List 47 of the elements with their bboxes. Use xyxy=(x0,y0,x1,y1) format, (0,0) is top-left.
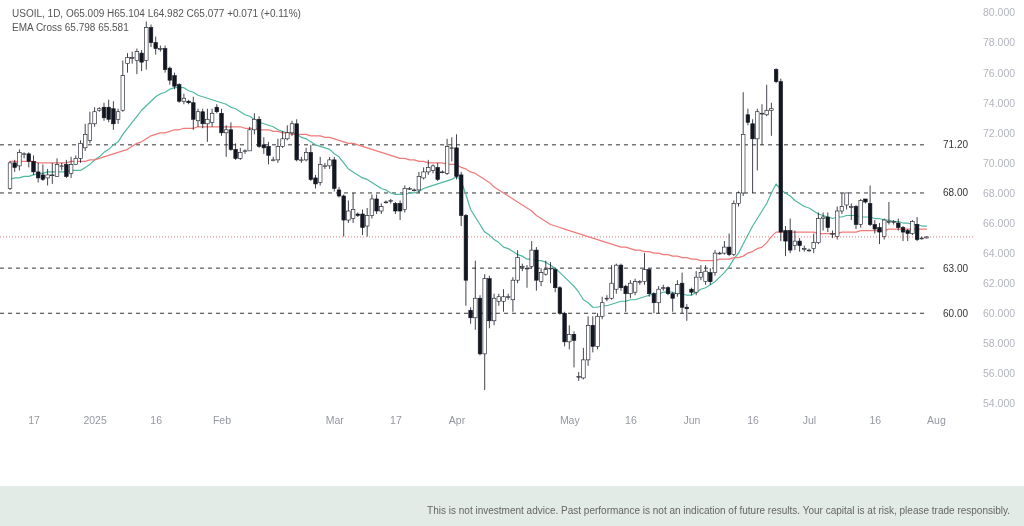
y-tick-label: 70.000 xyxy=(983,156,1016,169)
y-tick-label: 56.000 xyxy=(983,367,1016,380)
y-tick-label: 54.000 xyxy=(983,397,1016,410)
candlestick xyxy=(618,263,624,292)
x-tick-label: 2025 xyxy=(83,414,107,427)
candlestick xyxy=(101,102,107,122)
candlestick xyxy=(54,157,60,177)
annotation: USOIL, 1D, O65.009 H65.104 L64.982 C65.077 +0.071 (+0.11%) xyxy=(12,8,301,19)
candlestick xyxy=(383,200,389,204)
x-tick-label: 17 xyxy=(28,414,40,427)
candlestick xyxy=(759,103,765,146)
x-tick-label: 16 xyxy=(625,414,637,427)
candlestick xyxy=(571,330,577,368)
x-tick-label: 16 xyxy=(869,414,882,427)
x-tick-label: 17 xyxy=(390,414,402,427)
x-tick-label: Jul xyxy=(802,414,817,427)
y-tick-label: 68.000 xyxy=(983,186,1016,199)
x-tick-label: Aug xyxy=(927,414,946,427)
annotation: EMA Cross 65.798 65.581 xyxy=(12,22,130,33)
x-tick-label: 16 xyxy=(747,414,760,427)
candlestick xyxy=(219,108,224,137)
ref-line-label: 63.00 xyxy=(943,262,969,274)
y-tick-label: 80.000 xyxy=(983,6,1016,19)
ref-line-label: 71.20 xyxy=(943,139,969,151)
text: This is not investment advice. Past performance is not an indication of future results. Your capital is at risk, please trade responsibly. xyxy=(427,505,1010,516)
ref-line-label: 60.00 xyxy=(943,307,969,319)
candlestick xyxy=(849,203,854,221)
x-tick-label: 16 xyxy=(150,414,163,427)
y-tick-label: 66.000 xyxy=(983,216,1016,229)
x-tick-label: Mar xyxy=(325,414,345,427)
y-tick-label: 74.000 xyxy=(983,96,1016,109)
x-tick-label: Jun xyxy=(683,414,701,427)
candlestick xyxy=(825,212,830,233)
candlestick xyxy=(900,225,906,242)
y-tick-label: 60.000 xyxy=(983,307,1016,320)
x-tick-label: Feb xyxy=(212,414,232,427)
candlestick xyxy=(853,204,859,230)
y-tick-label: 72.000 xyxy=(983,126,1016,139)
y-tick-label: 78.000 xyxy=(983,36,1016,49)
y-tick-label: 62.000 xyxy=(983,277,1016,290)
ref-line-label: 68.00 xyxy=(943,187,969,199)
x-tick-label: Apr xyxy=(448,414,466,427)
y-tick-label: 58.000 xyxy=(983,337,1016,350)
candlestick xyxy=(125,52,130,74)
y-tick-label: 76.000 xyxy=(983,66,1016,79)
y-tick-label: 64.000 xyxy=(983,246,1016,259)
x-tick-label: May xyxy=(559,414,581,427)
